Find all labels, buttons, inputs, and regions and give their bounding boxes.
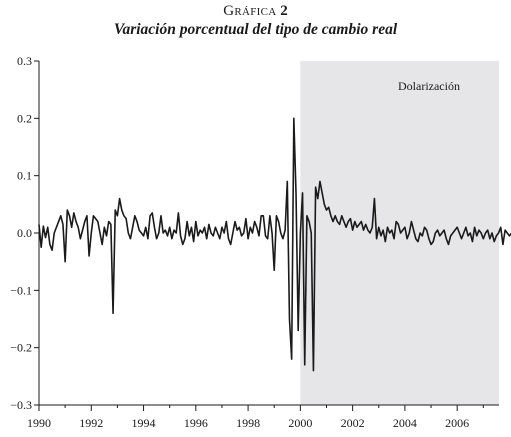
tick-marks: −0.3 −0.2 −0.1 0.0 0.1 0.2 0.3 1990 1992 1994 1996… — [10, 54, 484, 430]
y-tick-label: 0.3 — [17, 54, 32, 68]
chart-title-number: 2 — [280, 3, 288, 19]
dollarization-label: Dolarización — [398, 79, 460, 93]
y-tick-label: −0.1 — [10, 283, 32, 297]
y-tick-label: −0.2 — [10, 341, 32, 355]
dollarization-shaded-region — [300, 61, 499, 405]
x-tick-label: 1992 — [79, 416, 103, 430]
y-tick-label: 0.2 — [17, 111, 32, 125]
y-tick-label: 0.0 — [17, 226, 32, 240]
chart-subtitle: Variación porcentual del tipo de cambio … — [113, 21, 398, 38]
x-tick-label: 1994 — [132, 416, 156, 430]
x-tick-label: 2000 — [288, 416, 312, 430]
x-tick-label: 1998 — [236, 416, 260, 430]
x-tick-label: 2002 — [341, 416, 365, 430]
y-tick-label: −0.3 — [10, 398, 32, 412]
x-tick-label: 2004 — [393, 416, 417, 430]
x-tick-label: 1996 — [184, 416, 208, 430]
y-tick-label: 0.1 — [17, 169, 32, 183]
series-line — [38, 117, 511, 372]
x-tick-label: 1990 — [27, 416, 51, 430]
chart-title: Gráfica 2 — [0, 3, 511, 20]
chart-title-prefix: Gráfica — [223, 3, 277, 19]
x-tick-label: 2006 — [445, 416, 469, 430]
